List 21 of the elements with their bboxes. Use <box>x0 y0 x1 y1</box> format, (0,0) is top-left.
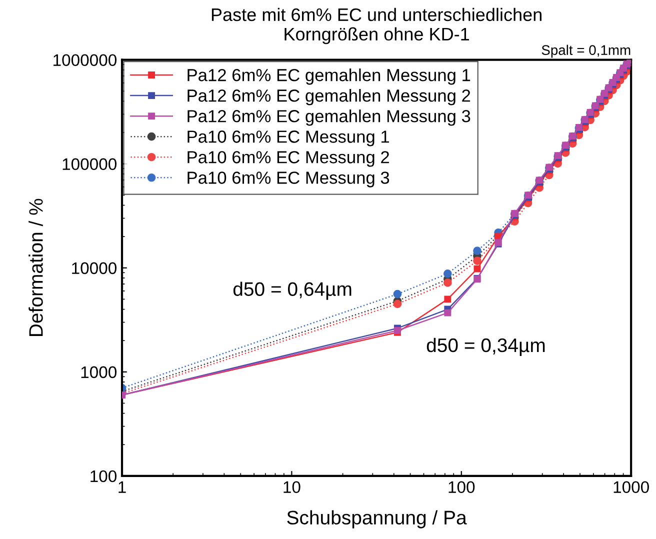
text: Spalt = 0,1mm <box>542 44 630 58</box>
y-tick-label: 1000 <box>81 366 117 378</box>
annotation: d50 = 0,64µm <box>233 282 352 300</box>
x-tick-label: 10 <box>284 481 300 494</box>
x-tick-label: 1000 <box>614 481 649 494</box>
x-axis-title: Schubspannung / Pa <box>287 510 467 528</box>
legend-label: Pa10 6m% EC Messung 1 <box>188 130 390 146</box>
x-tick-label: 1 <box>118 481 126 493</box>
chart-title: Paste mit 6m% EC und unterschiedlichen Korngrößen ohne KD-1 <box>212 8 542 44</box>
annotation: d50 = 0,34µm <box>426 338 545 356</box>
legend-label: Pa12 6m% EC gemahlen Messung 1 <box>188 68 470 85</box>
legend-label: Pa12 6m% EC gemahlen Messung 2 <box>188 89 470 106</box>
y-tick-label: 100000 <box>62 158 117 170</box>
legend-label: Pa12 6m% EC gemahlen Messung 3 <box>188 110 470 126</box>
y-tick-label: 100 <box>90 470 117 482</box>
legend-label: Pa10 6m% EC Messung 2 <box>188 151 389 167</box>
y-tick-label: 1000000 <box>54 54 117 66</box>
legend-label: Pa10 6m% EC Messung 3 <box>188 172 390 188</box>
y-axis-title: Deformation / % <box>28 198 43 336</box>
x-tick-label: 100 <box>448 481 475 494</box>
y-tick-label: 10000 <box>72 262 117 274</box>
